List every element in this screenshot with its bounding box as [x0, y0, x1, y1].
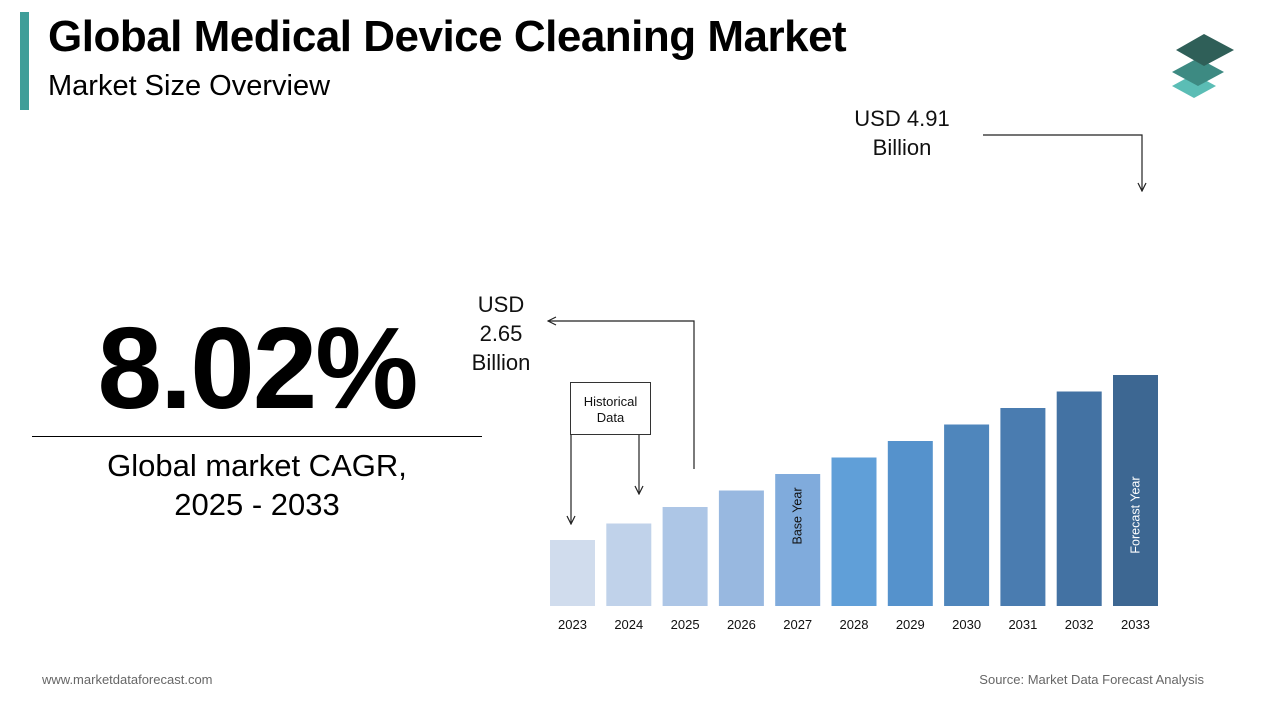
bar-2030: [944, 424, 990, 606]
start-value-annotation: USD 2.65 Billion: [466, 290, 536, 377]
x-tick-label-2033: 2033: [1121, 617, 1150, 632]
cagr-label-line1: Global market CAGR,: [107, 448, 407, 483]
annotation-arrows: [548, 134, 1142, 524]
cagr-divider: [32, 436, 482, 437]
end-value-arrow: [983, 134, 1142, 191]
logo-icon: [1172, 34, 1234, 98]
bar-2029: [887, 441, 933, 606]
page-subtitle: Market Size Overview: [48, 70, 331, 102]
cagr-value: 8.02%: [97, 303, 419, 433]
bar-2024: [606, 523, 652, 606]
end-value-line1: USD 4.91: [854, 106, 950, 131]
start-value-line3: Billion: [471, 350, 531, 375]
bar-label-2027: Base Year: [791, 488, 805, 545]
cagr-label: Global market CAGR, 2025 - 2033: [32, 446, 482, 524]
x-tick-label-2028: 2028: [840, 617, 869, 632]
bar-2025: [662, 507, 708, 606]
start-value-line2: 2.65: [479, 321, 523, 346]
logo-layer-top: [1176, 34, 1234, 66]
historical-line1: Historical: [583, 394, 638, 409]
end-value-line2: Billion: [872, 135, 932, 160]
historical-data-label: Historical Data: [570, 382, 651, 435]
x-tick-label-2031: 2031: [1008, 617, 1037, 632]
start-value-line1: USD: [477, 292, 525, 317]
page-title: Global Medical Device Cleaning Market: [48, 12, 847, 61]
logo-layer-middle: [1172, 58, 1224, 86]
bar-2031: [1000, 408, 1046, 606]
bar-2026: [718, 490, 764, 606]
bar-2023: [550, 540, 595, 606]
x-tick-label-2023: 2023: [558, 617, 587, 632]
accent-bar: [20, 12, 29, 110]
bar-2028: [831, 457, 877, 606]
bars-layer: 2023 2024 2025 2026 2027 Base Year 2028 2029 203…: [550, 375, 1158, 632]
footer-source: Source: Market Data Forecast Analysis: [979, 672, 1204, 687]
bar-2027: [775, 474, 821, 606]
x-tick-label-2030: 2030: [952, 617, 981, 632]
bar-2033: [1113, 375, 1158, 606]
x-tick-label-2029: 2029: [896, 617, 925, 632]
end-value-annotation: USD 4.91 Billion: [836, 104, 968, 162]
cagr-label-line2: 2025 - 2033: [174, 487, 340, 522]
historical-line2: Data: [596, 410, 625, 425]
start-value-arrow: [548, 321, 695, 469]
x-tick-label-2032: 2032: [1065, 617, 1094, 632]
x-tick-label-2025: 2025: [671, 617, 700, 632]
x-tick-label-2026: 2026: [727, 617, 756, 632]
footer-website: www.marketdataforecast.com: [42, 672, 213, 687]
x-tick-label-2027: 2027: [783, 617, 812, 632]
bar-2032: [1056, 391, 1102, 606]
bar-label-2033: Forecast Year: [1129, 476, 1143, 553]
x-tick-label-2024: 2024: [614, 617, 643, 632]
